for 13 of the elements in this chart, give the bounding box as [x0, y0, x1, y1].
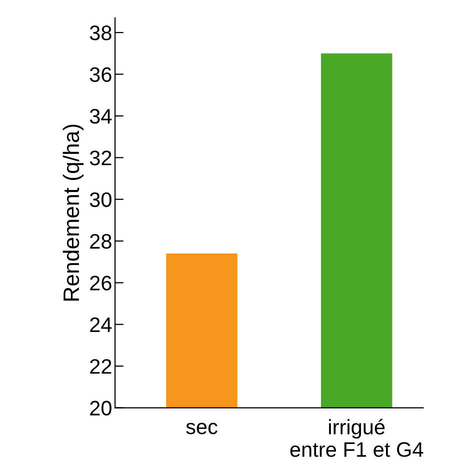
y-tick-label: 32 — [90, 150, 112, 166]
y-tick-label: 22 — [90, 359, 112, 374]
y-tick-label: 28 — [90, 234, 112, 249]
y-tick-label: 38 — [90, 26, 112, 40]
y-axis-title: Rendement (q/ha) — [62, 124, 84, 301]
y-tick-label: 34 — [90, 108, 112, 124]
y-tick-label: 30 — [90, 192, 112, 208]
y-tick-label: 24 — [90, 317, 112, 332]
y-tick-label: 26 — [90, 276, 112, 290]
y-tick-label: 36 — [90, 67, 112, 82]
y-tick-label: 20 — [90, 400, 112, 416]
x-tick-label: sec — [186, 422, 218, 434]
x-tick-label: irrigué entre F1 et G4 — [290, 418, 424, 457]
